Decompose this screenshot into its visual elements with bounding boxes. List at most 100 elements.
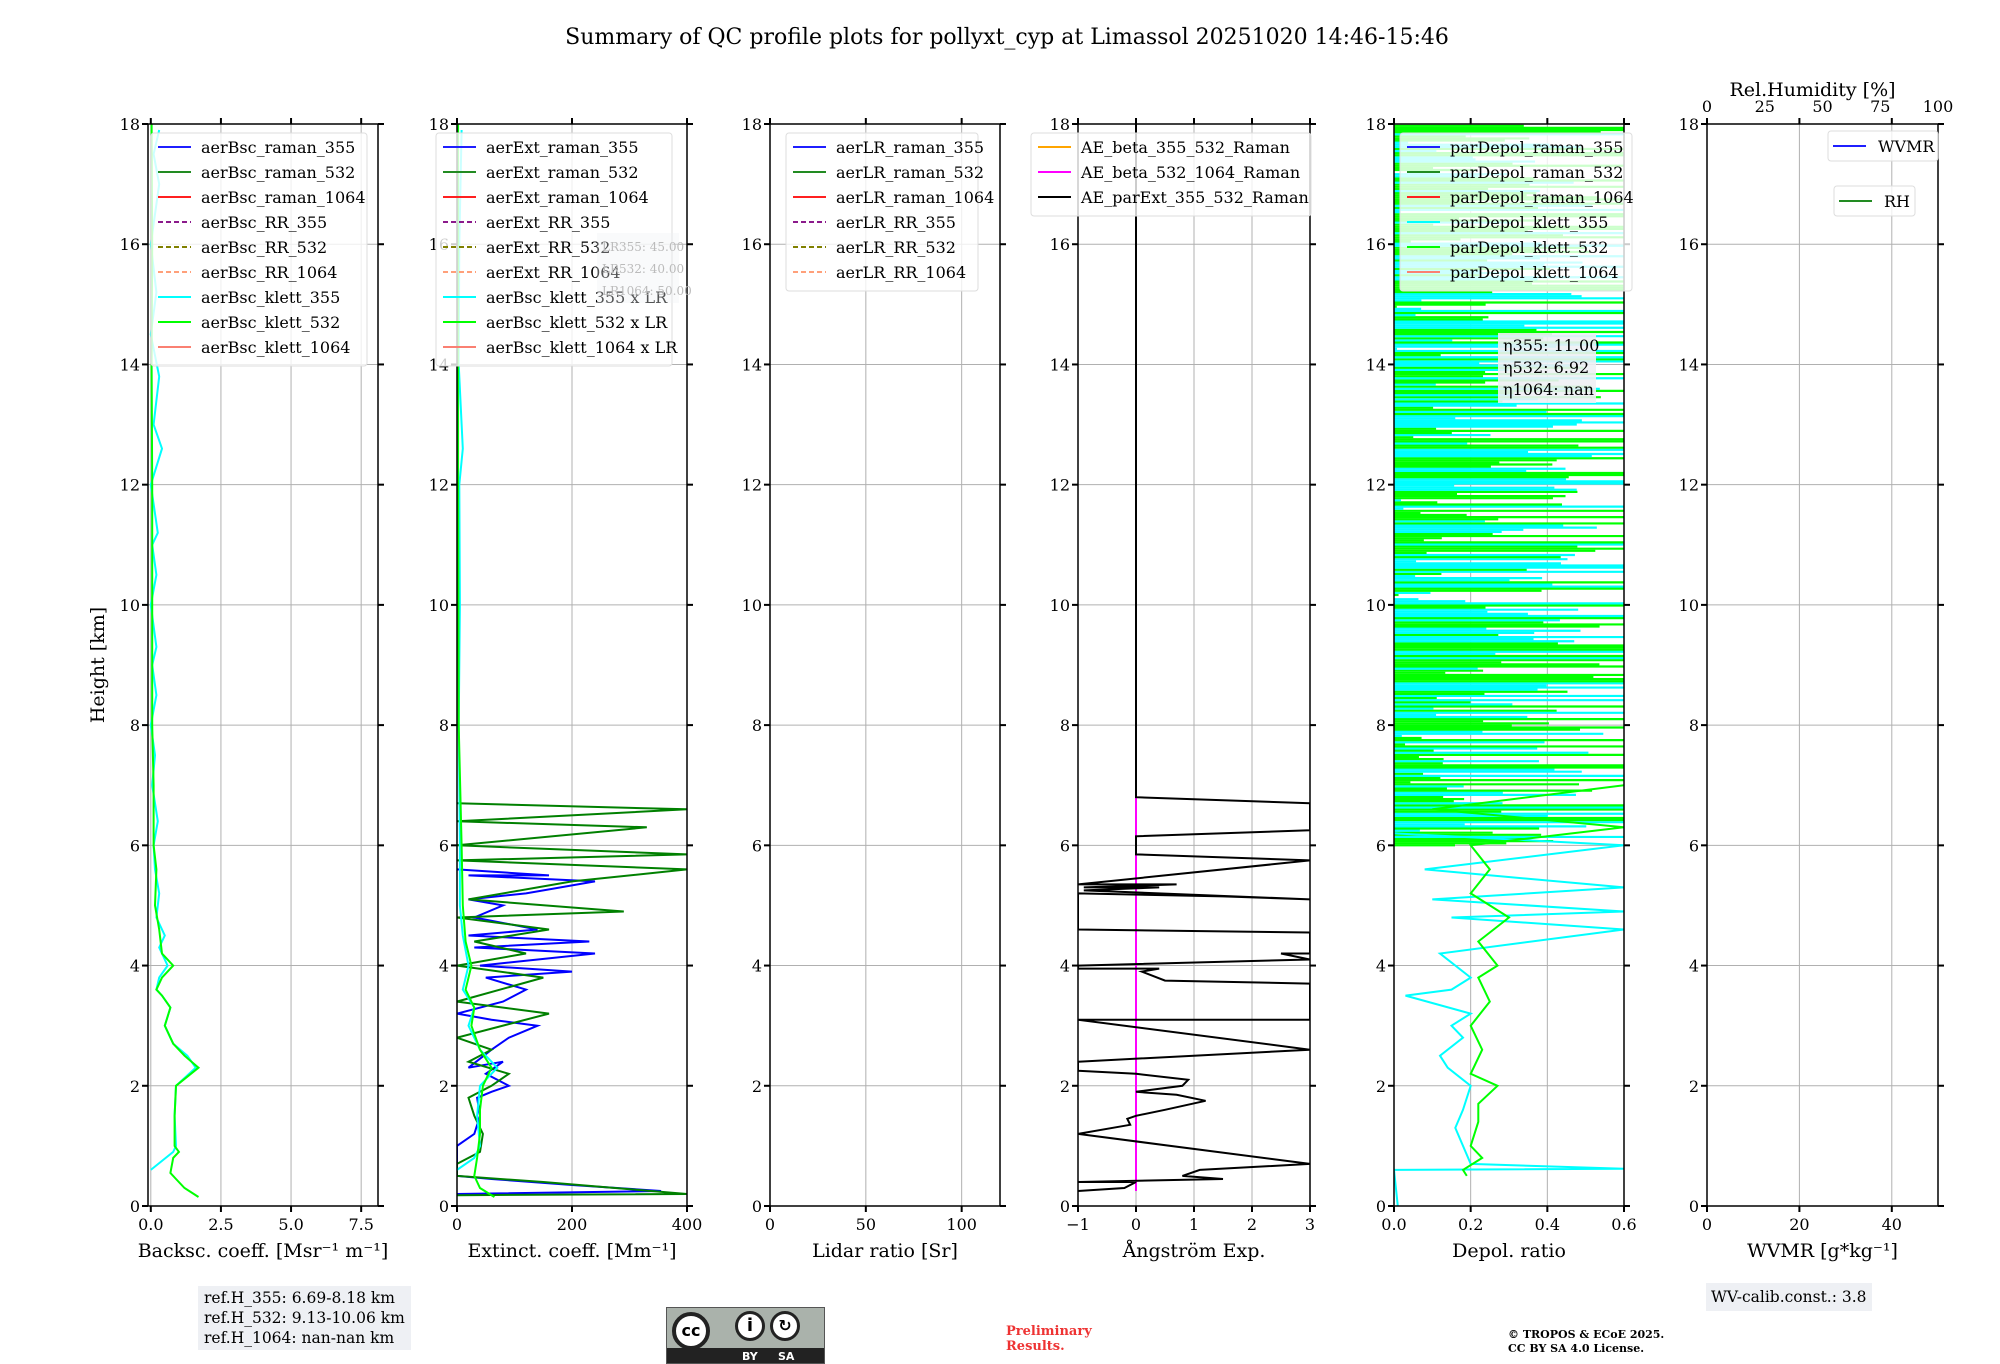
x-tick-label: 0.0 <box>1381 1215 1406 1234</box>
y-tick-label: 18 <box>429 115 449 134</box>
y-tick-label: 12 <box>1679 476 1699 495</box>
x-tick-label: 50 <box>856 1215 876 1234</box>
legend-box <box>150 132 368 367</box>
legend-box <box>1399 132 1633 292</box>
y-tick-label: 12 <box>1366 476 1386 495</box>
y-tick-label: 6 <box>130 836 140 855</box>
x-tick-label: 1 <box>1189 1215 1199 1234</box>
y-tick-label: 0 <box>130 1197 140 1216</box>
legend-box <box>1833 185 1916 217</box>
legend-box <box>1030 132 1312 217</box>
axes-frame <box>769 123 1001 1207</box>
axes-frame <box>1393 123 1625 1207</box>
ref-height-532: ref.H_532: 9.13-10.06 km <box>204 1309 405 1327</box>
x-tick-label: 0.0 <box>138 1215 163 1234</box>
legend-label: aerBsc_klett_532 <box>201 313 340 332</box>
series-aerBsc_klett_532 x LR <box>457 124 495 1198</box>
panel-extinction: 0246810121416180200400Extinct. coeff. [M… <box>429 115 703 1262</box>
annotation-box <box>1498 333 1596 403</box>
y-tick-label: 18 <box>1679 115 1699 134</box>
y-tick-label: 4 <box>1689 957 1699 976</box>
y-tick-label: 16 <box>1679 235 1699 254</box>
legend-label: aerExt_raman_532 <box>486 163 639 182</box>
x-tick-label: 0.2 <box>1458 1215 1483 1234</box>
copyright-line-1: © TROPOS & ECoE 2025. <box>1508 1328 1665 1341</box>
legend-label: parDepol_klett_1064 <box>1450 263 1619 282</box>
y-tick-label: 4 <box>1376 957 1386 976</box>
panel-lidar_ratio: 0 2 4 6 8 10 12 14 16 18 0 50 100 Lidar ratio [Sr] aer… <box>742 115 1006 1262</box>
legend-box <box>1827 130 1939 162</box>
y-tick-label: 8 <box>1689 716 1699 735</box>
y-tick-label: 2 <box>1060 1077 1070 1096</box>
legend-label: aerBsc_raman_532 <box>201 163 355 182</box>
top-x-tick-label: 100 <box>1923 97 1954 116</box>
legend-label: aerBsc_raman_1064 <box>201 188 366 207</box>
cc-text: cc <box>681 1321 701 1340</box>
plot-area <box>1078 124 1310 1192</box>
preliminary-line-1: Preliminary <box>1006 1324 1092 1339</box>
y-tick-label: 16 <box>742 235 762 254</box>
y-tick-label: 0 <box>1376 1197 1386 1216</box>
annotation-text: LR355: 45.00 <box>602 240 684 254</box>
series-aerBsc_klett_532 <box>150 124 201 1198</box>
cc-license-badge: cc i ↻ BY SA <box>666 1307 825 1364</box>
top-x-axis-label: Rel.Humidity [%] <box>1729 79 1895 101</box>
y-tick-label: 6 <box>1689 836 1699 855</box>
copyright-note: © TROPOS & ECoE 2025. CC BY SA 4.0 Licen… <box>1508 1328 1664 1356</box>
x-tick-label: 0 <box>765 1215 775 1234</box>
y-tick-label: 18 <box>120 115 140 134</box>
legend-label: RH <box>1884 192 1910 211</box>
y-tick-label: 12 <box>1050 476 1070 495</box>
y-tick-label: 10 <box>742 596 762 615</box>
y-tick-label: 6 <box>1376 836 1386 855</box>
y-tick-label: 6 <box>752 836 762 855</box>
legend-label: aerBsc_RR_1064 <box>201 263 337 282</box>
y-tick-label: 12 <box>742 476 762 495</box>
annotation-box <box>597 233 679 303</box>
legend-label: aerBsc_klett_1064 x LR <box>486 338 678 357</box>
y-tick-label: 4 <box>439 957 449 976</box>
x-tick-label: 200 <box>557 1215 588 1234</box>
legend-label: aerLR_raman_355 <box>836 138 984 157</box>
y-tick-label: 18 <box>1366 115 1386 134</box>
series-parDepol_klett_532 <box>1432 784 1624 1177</box>
ref-height-1064: ref.H_1064: nan-nan km <box>204 1329 395 1347</box>
x-tick-label: 0 <box>452 1215 462 1234</box>
x-axis-label: Backsc. coeff. [Msr⁻¹ m⁻¹] <box>138 1240 389 1262</box>
badge-sa-label: SA <box>778 1350 795 1363</box>
legend-label: aerLR_raman_532 <box>836 163 984 182</box>
series-AE_parExt_355_532_Raman <box>1078 124 1310 1192</box>
x-tick-label: 0.4 <box>1535 1215 1560 1234</box>
legend-label: AE_parExt_355_532_Raman <box>1080 188 1309 207</box>
wv-calibration-box: WV-calib.const.: 3.8 <box>1706 1283 1872 1311</box>
y-tick-label: 18 <box>742 115 762 134</box>
series-aerExt_raman_355 <box>457 868 662 1195</box>
ref-height-355: ref.H_355: 6.69-8.18 km <box>204 1289 395 1307</box>
y-tick-label: 2 <box>439 1077 449 1096</box>
y-tick-label: 10 <box>1679 596 1699 615</box>
x-tick-label: 2 <box>1247 1215 1257 1234</box>
legend-label: parDepol_klett_532 <box>1450 238 1608 257</box>
axes-frame <box>1706 123 1939 1207</box>
legend-label: aerExt_RR_532 <box>486 238 610 257</box>
legend-label: parDepol_raman_532 <box>1450 163 1623 182</box>
y-tick-label: 10 <box>1050 596 1070 615</box>
series-parDepol_klett_355 <box>1394 832 1624 1206</box>
legend-label: parDepol_klett_355 <box>1450 213 1608 232</box>
y-tick-label: 8 <box>1060 716 1070 735</box>
annotation-text: η1064: nan <box>1503 380 1594 399</box>
y-tick-label: 14 <box>1050 355 1070 374</box>
legend-label: aerExt_RR_1064 <box>486 263 621 282</box>
x-axis-label: Lidar ratio [Sr] <box>812 1240 958 1262</box>
annotation-text: LR1064: 50.00 <box>602 284 692 298</box>
legend-label: aerBsc_RR_532 <box>201 238 327 257</box>
attribution-icon: i <box>735 1311 765 1341</box>
x-tick-label: 0 <box>1131 1215 1141 1234</box>
legend-label: aerLR_RR_1064 <box>836 263 966 282</box>
x-tick-label: 0 <box>1702 1215 1712 1234</box>
figure-title: Summary of QC profile plots for pollyxt_… <box>565 25 1449 50</box>
x-axis-label: Extinct. coeff. [Mm⁻¹] <box>467 1240 676 1262</box>
x-tick-label: 3 <box>1305 1215 1315 1234</box>
legend-label: aerBsc_klett_532 x LR <box>486 313 668 332</box>
series-aerBsc_klett_355 x LR <box>457 129 499 1171</box>
